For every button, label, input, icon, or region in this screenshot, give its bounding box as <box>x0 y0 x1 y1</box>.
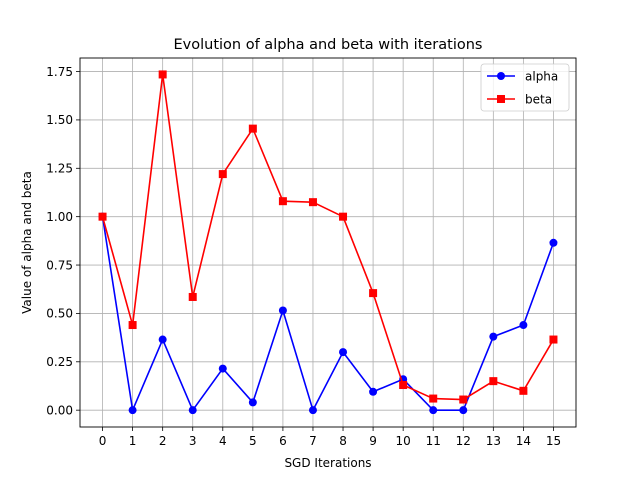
alpha-point <box>549 238 558 247</box>
series-alpha <box>98 212 558 415</box>
beta-point <box>549 335 558 344</box>
alpha-point <box>158 335 167 344</box>
x-axis-ticks: 0 1 2 3 4 5 6 7 8 9 10 11 12 13 14 15 <box>99 427 561 448</box>
x-tick-label: 15 <box>546 434 561 448</box>
y-tick-label: 1.25 <box>46 162 73 176</box>
beta-point <box>369 289 378 298</box>
y-tick-label: 1.75 <box>46 65 73 79</box>
beta-point <box>158 70 167 79</box>
legend-marker-alpha <box>497 72 505 80</box>
beta-point <box>308 198 317 207</box>
x-tick-label: 4 <box>219 434 227 448</box>
y-tick-label: 0.25 <box>46 355 73 369</box>
x-tick-label: 6 <box>279 434 287 448</box>
y-tick-label: 1.00 <box>46 210 73 224</box>
legend-label-beta: beta <box>525 92 552 106</box>
x-tick-label: 5 <box>249 434 257 448</box>
chart-title: Evolution of alpha and beta with iterati… <box>174 37 483 53</box>
beta-point <box>218 170 227 179</box>
beta-point <box>339 212 348 221</box>
y-tick-label: 0.00 <box>46 403 73 417</box>
series-layer <box>98 70 558 415</box>
alpha-line <box>101 216 555 411</box>
x-tick-label: 11 <box>426 434 441 448</box>
beta-point <box>519 386 528 395</box>
alpha-point <box>519 321 528 330</box>
y-tick-label: 0.75 <box>46 258 73 272</box>
beta-point <box>429 394 438 403</box>
alpha-point <box>188 406 197 415</box>
beta-point <box>278 197 287 206</box>
x-tick-label: 9 <box>369 434 377 448</box>
beta-point <box>98 212 107 221</box>
y-tick-label: 0.50 <box>46 307 73 321</box>
x-tick-label: 7 <box>309 434 317 448</box>
x-tick-label: 8 <box>339 434 347 448</box>
beta-point <box>489 377 498 386</box>
alpha-point <box>218 364 227 373</box>
x-axis-label: SGD Iterations <box>284 456 371 470</box>
x-tick-label: 10 <box>396 434 411 448</box>
legend-marker-beta <box>497 95 505 103</box>
beta-point <box>248 124 257 133</box>
alpha-point <box>128 406 137 415</box>
alpha-point <box>429 406 438 415</box>
alpha-point <box>308 406 317 415</box>
beta-line <box>101 73 555 401</box>
alpha-point <box>369 387 378 396</box>
y-tick-label: 1.50 <box>46 113 73 127</box>
alpha-point <box>248 398 257 407</box>
x-tick-label: 0 <box>99 434 107 448</box>
y-axis-ticks: 0.00 0.25 0.50 0.75 1.00 1.25 1.50 1.75 <box>46 65 80 417</box>
grid-lines <box>80 58 576 427</box>
alpha-point <box>339 348 348 357</box>
alpha-point <box>278 306 287 315</box>
x-tick-label: 14 <box>516 434 531 448</box>
beta-point <box>188 292 197 301</box>
legend-label-alpha: alpha <box>525 69 558 83</box>
x-tick-label: 12 <box>456 434 471 448</box>
x-tick-label: 13 <box>486 434 501 448</box>
beta-point <box>128 321 137 330</box>
y-axis-label: Value of alpha and beta <box>20 171 34 314</box>
x-tick-label: 3 <box>189 434 197 448</box>
x-tick-label: 2 <box>159 434 167 448</box>
alpha-point <box>459 406 468 415</box>
beta-point <box>399 381 408 390</box>
series-beta <box>98 70 558 404</box>
plot-area-frame <box>79 57 577 428</box>
beta-point <box>459 395 468 404</box>
legend: alpha beta <box>480 63 570 112</box>
x-tick-label: 1 <box>129 434 137 448</box>
alpha-point <box>489 332 498 341</box>
